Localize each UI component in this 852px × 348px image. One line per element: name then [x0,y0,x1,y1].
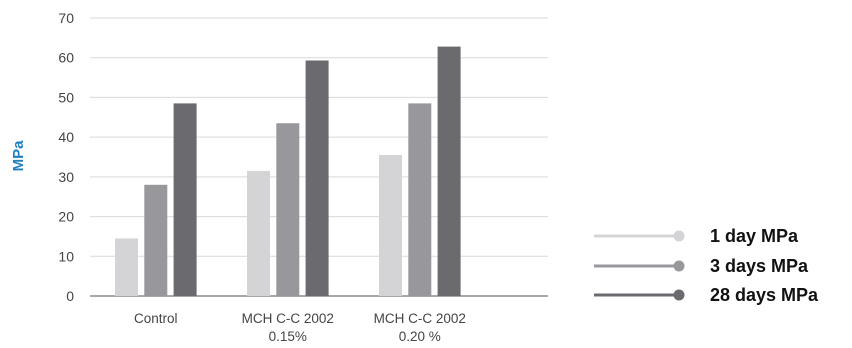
legend-marker [673,260,685,272]
x-category-label: MCH C-C 2002 [242,311,334,326]
y-tick-label: 60 [58,50,74,66]
y-tick-label: 40 [58,129,74,145]
legend: 1 day MPa 3 days MPa 28 days MPa [594,226,819,305]
bar-3-days-mpa [144,184,168,296]
y-tick-label: 10 [58,248,74,264]
bar-3-days-mpa [408,103,432,296]
bar-1-day-mpa [115,238,138,296]
x-category-label: 0.15% [269,329,307,344]
bar-28-days-mpa [437,46,461,296]
bar-28-days-mpa [305,60,329,296]
y-tick-label: 50 [58,89,74,105]
y-tick-label: 30 [58,169,74,185]
bars [115,46,461,296]
bar-28-days-mpa [173,103,197,296]
y-axis-label: MPa [10,140,27,172]
y-tick-label: 70 [58,10,74,26]
x-axis-categories: Control MCH C-C 2002 0.15% MCH C-C 2002 0.20… [134,311,466,344]
legend-marker [673,289,685,301]
bar-3-days-mpa [276,123,300,296]
legend-label: 1 day MPa [710,226,799,246]
x-category-label: MCH C-C 2002 [374,311,466,326]
bar-1-day-mpa [379,155,402,296]
x-category-label: 0.20 % [399,329,441,344]
y-axis-ticks: 0 10 20 30 40 50 60 70 [58,10,74,304]
legend-label: 3 days MPa [710,256,809,276]
legend-label: 28 days MPa [710,285,819,305]
legend-marker [673,230,685,242]
x-category-label: Control [134,311,178,326]
y-tick-label: 20 [58,209,74,225]
y-tick-label: 0 [66,288,74,304]
bar-1-day-mpa [247,170,270,296]
